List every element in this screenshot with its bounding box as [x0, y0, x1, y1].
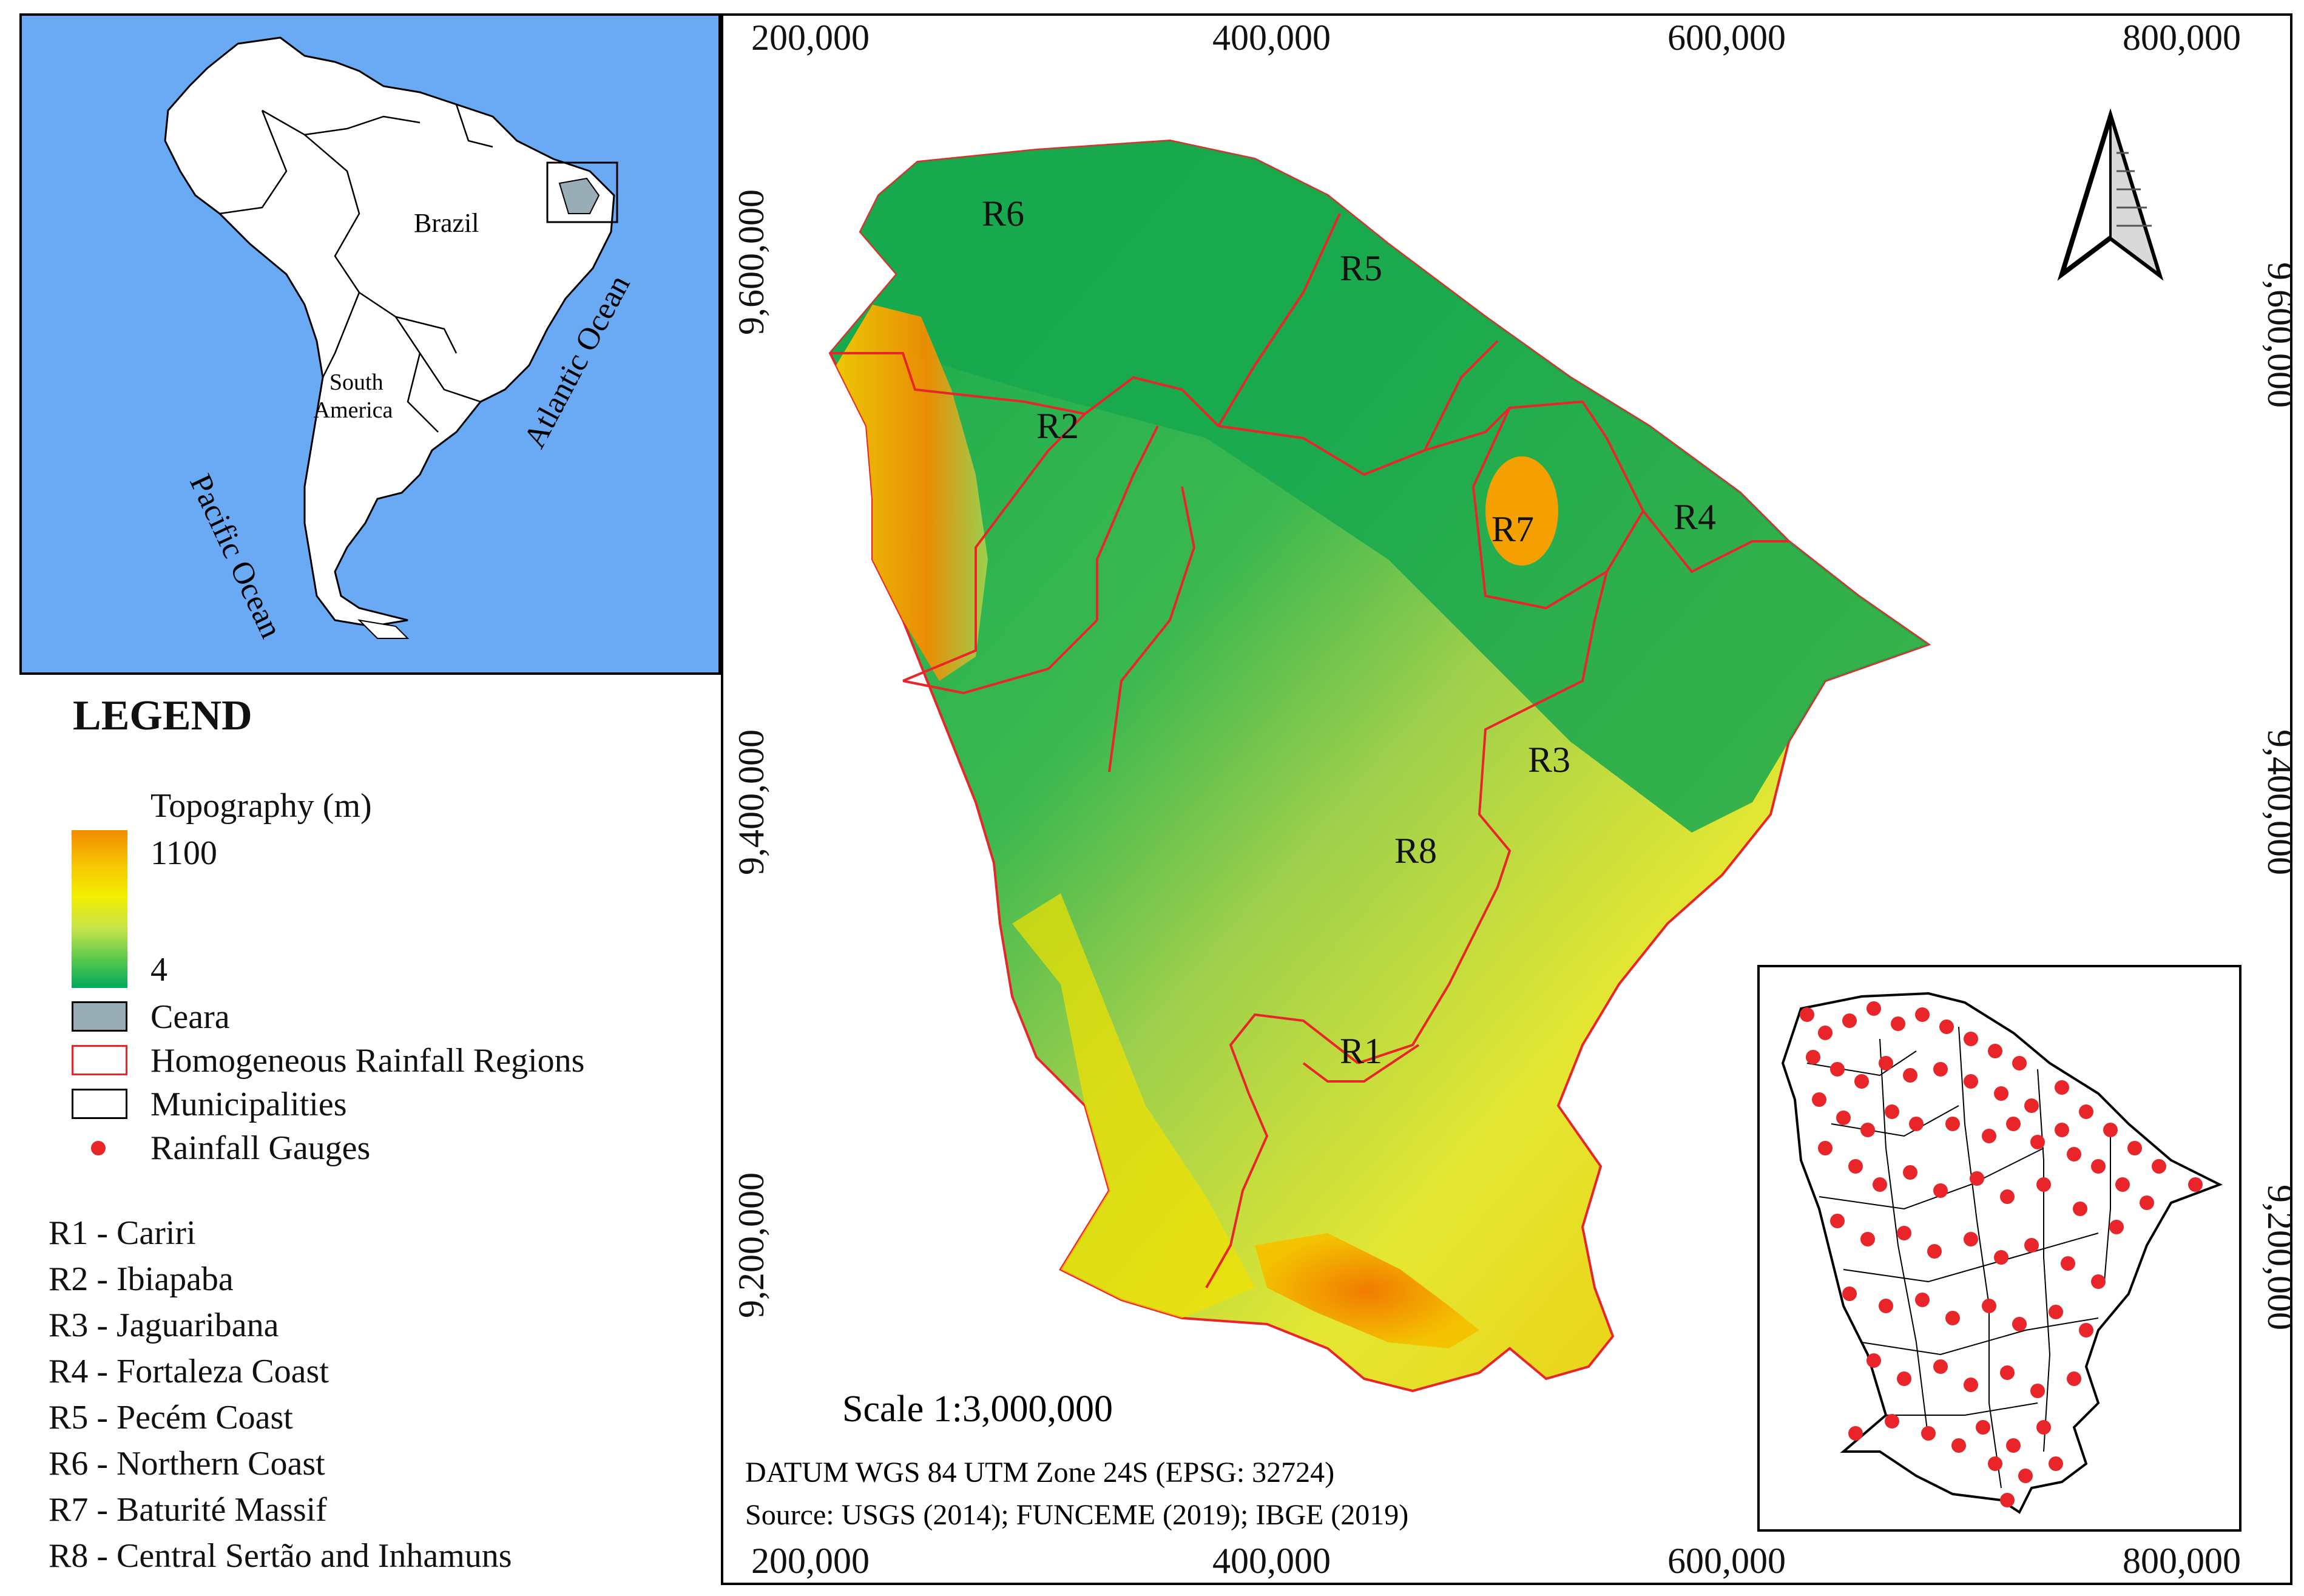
source-text: Source: USGS (2014); FUNCEME (2019); IBG…	[745, 1499, 1408, 1531]
rainfall-gauge-inset	[1757, 965, 2242, 1532]
region-list-item: R5 - Pecém Coast	[49, 1399, 293, 1436]
region-label-r3: R3	[1528, 740, 1570, 780]
region-label-r8: R8	[1394, 831, 1437, 871]
region-list-item: R6 - Northern Coast	[49, 1445, 325, 1483]
topography-color-ramp	[72, 830, 127, 988]
municipalities-legend-label: Municipalities	[150, 1086, 347, 1123]
y-tick-left: 9,600,000	[731, 189, 771, 335]
ibiapaba-highland	[836, 305, 988, 681]
rainfall-regions-legend-label: Homogeneous Rainfall Regions	[150, 1042, 585, 1080]
cariri-highland	[1255, 1233, 1479, 1348]
south-america-inset: Brazil South America Pacific Ocean Atlan…	[19, 13, 721, 675]
rainfall-regions-symbol	[72, 1045, 127, 1075]
datum-text: DATUM WGS 84 UTM Zone 24S (EPSG: 32724)	[745, 1456, 1334, 1489]
region-list-item: R2 - Ibiapaba	[49, 1260, 234, 1298]
topography-max-label: 1100	[150, 834, 217, 872]
x-tick-top: 200,000	[751, 18, 870, 58]
x-tick-bottom: 800,000	[2123, 1541, 2241, 1581]
region-list-item: R7 - Baturité Massif	[49, 1491, 327, 1529]
y-tick-right: 9,600,000	[2260, 262, 2292, 408]
x-tick-top: 600,000	[1667, 18, 1786, 58]
brazil-label: Brazil	[414, 208, 479, 238]
topography-min-label: 4	[150, 951, 167, 989]
rainfall-region-boundaries	[830, 213, 1789, 1288]
y-tick-left: 9,200,000	[731, 1172, 771, 1318]
rainfall-gauge-dots	[1800, 1001, 2203, 1507]
municipalities-symbol	[72, 1089, 127, 1119]
region-label-r2: R2	[1036, 406, 1079, 446]
ceara-legend-label: Ceara	[150, 998, 230, 1036]
legend-title: LEGEND	[73, 692, 252, 739]
south-america-line-1: South	[329, 370, 383, 395]
rainfall-gauges-legend-label: Rainfall Gauges	[150, 1129, 371, 1167]
y-tick-right: 9,400,000	[2260, 729, 2292, 875]
scale-text: Scale 1:3,000,000	[842, 1388, 1113, 1430]
region-list-item: R1 - Cariri	[49, 1214, 196, 1252]
baturite-highland	[1485, 456, 1558, 566]
north-arrow-icon	[2057, 108, 2164, 281]
ceara-symbol	[72, 1001, 127, 1032]
region-list-item: R3 - Jaguaribana	[49, 1307, 279, 1344]
ceara-highlight	[558, 177, 600, 214]
region-label-r5: R5	[1340, 248, 1382, 288]
rainfall-gauge-symbol	[91, 1141, 106, 1155]
x-tick-top: 800,000	[2123, 18, 2241, 58]
region-label-r7: R7	[1492, 509, 1534, 549]
region-label-r6: R6	[982, 194, 1024, 234]
south-america-line-2: America	[314, 397, 393, 423]
region-label-r1: R1	[1340, 1031, 1382, 1071]
region-list-item: R8 - Central Sertão and Inhamuns	[49, 1537, 512, 1575]
main-map: R6 R5 R2 R7 R4 R3 R8 R1 200,000 400,000 …	[721, 13, 2300, 1585]
x-tick-bottom: 600,000	[1667, 1541, 1786, 1581]
region-label-r4: R4	[1674, 497, 1716, 537]
y-tick-left: 9,400,000	[731, 729, 771, 875]
topography-title: Topography (m)	[150, 787, 372, 825]
y-tick-right: 9,200,000	[2260, 1185, 2292, 1330]
x-tick-top: 400,000	[1212, 18, 1331, 58]
region-list-item: R4 - Fortaleza Coast	[49, 1353, 329, 1390]
south-america-label: South America	[314, 370, 393, 423]
x-tick-bottom: 200,000	[751, 1541, 870, 1581]
x-tick-bottom: 400,000	[1212, 1541, 1331, 1581]
ceara-extent-box	[546, 161, 618, 223]
